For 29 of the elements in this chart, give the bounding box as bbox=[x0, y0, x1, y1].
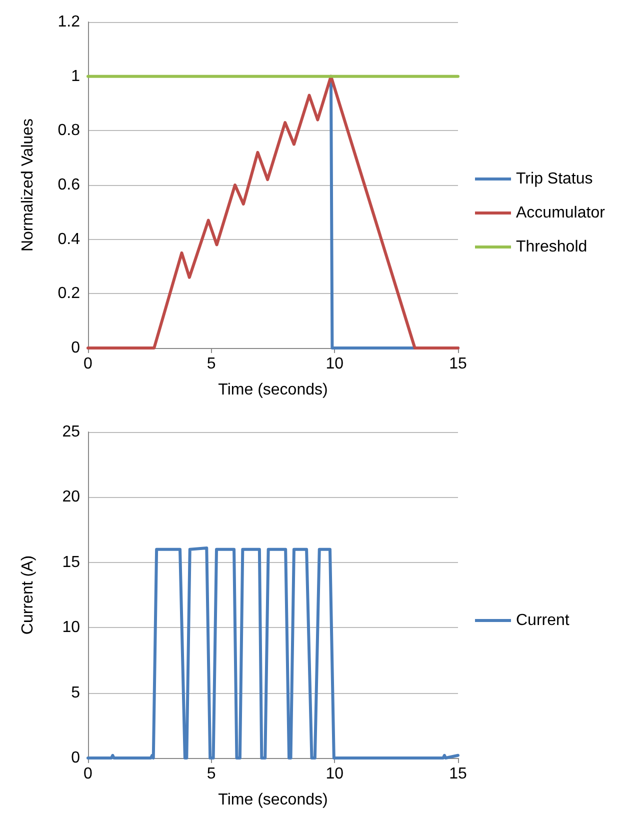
y-tick-label: 0.4 bbox=[58, 230, 80, 248]
x-tick-label: 10 bbox=[326, 766, 344, 782]
x-tick-label: 10 bbox=[326, 356, 344, 372]
y-tick-label: 0.2 bbox=[58, 285, 80, 302]
y-tick-label: 1.2 bbox=[58, 14, 80, 30]
x-tick-label: 0 bbox=[84, 766, 93, 782]
y-tick-label: 10 bbox=[62, 619, 80, 636]
y-tick-label: 15 bbox=[62, 554, 80, 571]
y-tick-label: 0 bbox=[71, 340, 80, 356]
x-tick-label: 0 bbox=[84, 356, 93, 372]
y-axis-title: Normalized Values bbox=[20, 118, 36, 252]
x-axis-title: Time (seconds) bbox=[218, 382, 328, 398]
y-axis-title: Current (A) bbox=[20, 555, 36, 635]
legend-label: Threshold bbox=[516, 238, 588, 256]
x-tick-label: 15 bbox=[449, 356, 467, 372]
legend-label: Accumulator bbox=[516, 204, 606, 222]
x-axis-title: Time (seconds) bbox=[218, 792, 328, 808]
y-tick-label: 20 bbox=[62, 488, 80, 506]
y-tick-label: 1 bbox=[71, 68, 80, 85]
y-tick-label: 0.8 bbox=[58, 122, 80, 140]
legend-label: Current bbox=[516, 612, 570, 629]
y-tick-label: 0 bbox=[71, 750, 80, 766]
y-tick-label: 25 bbox=[62, 424, 80, 440]
y-tick-label: 5 bbox=[71, 684, 80, 702]
legend-label: Trip Status bbox=[516, 170, 593, 188]
x-tick-label: 15 bbox=[449, 766, 467, 782]
x-tick-label: 5 bbox=[206, 356, 216, 372]
x-tick-label: 5 bbox=[206, 766, 216, 782]
y-tick-label: 0.6 bbox=[58, 176, 80, 194]
